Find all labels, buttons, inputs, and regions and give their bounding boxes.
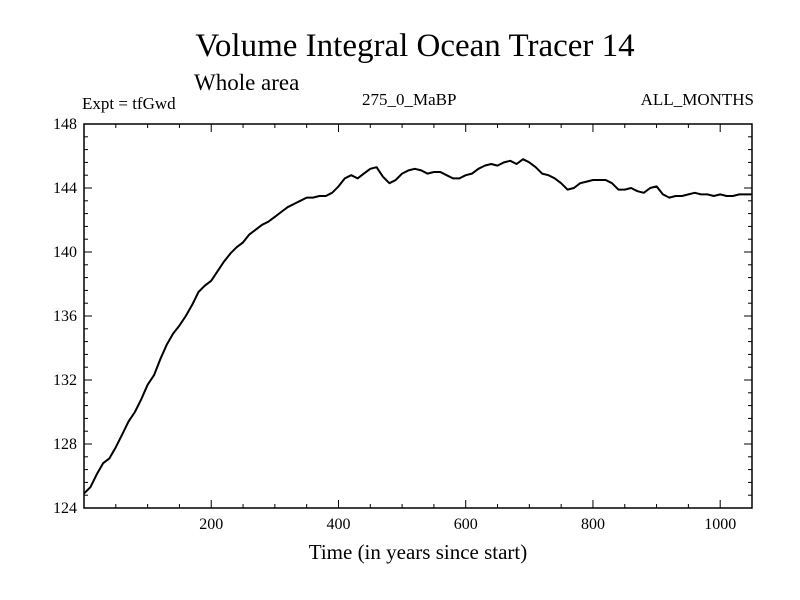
x-tick-label: 600 [454,516,478,533]
y-tick-label: 148 [53,116,77,133]
x-tick-label: 200 [199,516,223,533]
experiment-label: Expt = tfGwd [82,94,176,113]
series-line [83,158,752,495]
y-tick-label: 136 [53,308,77,325]
x-tick-label: 800 [581,516,605,533]
y-tick-label: 128 [53,436,77,453]
period-label: 275_0_MaBP [362,90,457,109]
months-label: ALL_MONTHS [640,90,754,109]
y-tick-label: 140 [53,244,77,261]
tick-labels: 200 400 600 800 1000 124 128 132 136 140 144 148 [53,116,736,533]
chart-title: Volume Integral Ocean Tracer 14 [195,28,635,64]
axis-ticks [84,124,752,508]
y-tick-label: 132 [53,372,77,389]
plot-frame [83,123,753,509]
x-tick-label: 1000 [704,516,736,533]
x-axis-label: Time (in years since start) [308,540,528,564]
y-tick-label: 124 [53,500,77,517]
x-tick-label: 400 [326,516,350,533]
chart-subtitle: Whole area [194,70,300,95]
y-tick-label: 144 [53,180,77,197]
series-layer [83,158,752,495]
